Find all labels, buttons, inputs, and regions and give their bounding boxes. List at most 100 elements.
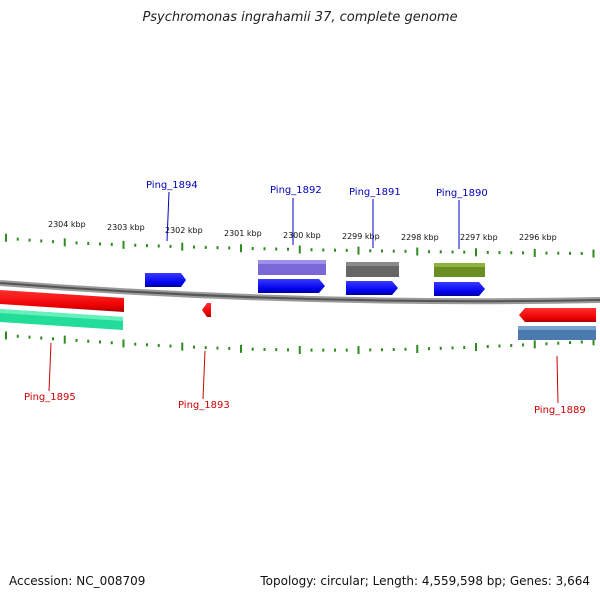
scale-tick-minor	[498, 344, 501, 348]
scale-tick-major	[357, 246, 360, 255]
scale-tick-minor	[228, 246, 231, 250]
scale-tick-major	[416, 344, 419, 353]
scale-tick-minor	[345, 348, 348, 352]
scale-tick-minor	[428, 347, 430, 351]
scale-tick-minor	[439, 346, 442, 350]
scale-tick-major	[592, 249, 595, 258]
scale-tick-minor	[40, 336, 43, 340]
accession-text: Accession: NC_008709	[9, 574, 146, 588]
scale-tick-minor	[310, 348, 313, 352]
callout-line	[556, 355, 559, 404]
gene-arrow-ping-1893[interactable]	[202, 303, 211, 317]
scale-tick-minor	[334, 248, 336, 252]
scale-tick-minor	[275, 348, 278, 352]
gene-arrow-ping-1890[interactable]	[434, 282, 485, 296]
scale-tick-major	[122, 240, 125, 249]
scale-tick-minor	[99, 340, 101, 344]
scale-tick-minor	[275, 247, 278, 251]
scale-tick-major	[592, 337, 595, 346]
scale-label: 2298 kbp	[401, 233, 439, 242]
scale-tick-minor	[134, 342, 137, 346]
feature-bar[interactable]	[258, 260, 326, 264]
scale-tick-minor	[345, 248, 348, 252]
scale-tick-minor	[204, 245, 207, 249]
scale-tick-minor	[169, 344, 172, 348]
scale-tick-major	[122, 339, 125, 348]
gene-label-ping-1889[interactable]: Ping_1889	[534, 405, 586, 416]
scale-tick-minor	[287, 247, 289, 251]
callout-line	[202, 350, 206, 400]
gene-arrow-ping-1892[interactable]	[258, 279, 325, 293]
scale-tick-minor	[40, 239, 43, 243]
scale-tick-minor	[28, 238, 31, 242]
scale-tick-minor	[99, 242, 101, 246]
scale-tick-minor	[369, 348, 372, 352]
scale-label: 2301 kbp	[224, 229, 262, 238]
scale-tick-minor	[216, 346, 219, 350]
gene-label-ping-1895[interactable]: Ping_1895	[24, 392, 76, 403]
feature-bar[interactable]	[434, 263, 485, 267]
scale-label: 2297 kbp	[460, 233, 498, 242]
gene-arrow-ping-1891[interactable]	[346, 281, 398, 295]
callout-line	[166, 191, 170, 242]
scale-label: 2300 kbp	[283, 231, 321, 240]
scale-tick-major	[416, 247, 419, 256]
gene-arrow-ping-1889[interactable]	[519, 308, 596, 322]
gene-label-ping-1891[interactable]: Ping_1891	[349, 187, 401, 198]
reverse-callouts: Ping_1895 Ping_1893 Ping_1889	[24, 342, 586, 416]
scale-tick-minor	[28, 335, 31, 339]
map-title: Psychromonas ingrahamii 37, complete gen…	[142, 10, 458, 25]
scale-tick-minor	[404, 347, 407, 351]
gene-arrow-ping-1895[interactable]	[0, 290, 124, 312]
feature-bar[interactable]	[346, 262, 399, 266]
scale-tick-minor	[157, 244, 160, 248]
scale-tick-major	[63, 238, 66, 247]
scale-tick-minor	[522, 251, 524, 255]
scale-ticks-bottom	[5, 331, 595, 355]
scale-tick-minor	[193, 345, 195, 349]
scale-tick-major	[357, 346, 360, 355]
gene-label-ping-1893[interactable]: Ping_1893	[178, 400, 230, 411]
scale-tick-minor	[263, 347, 266, 351]
scale-tick-major	[5, 233, 7, 242]
scale-tick-minor	[545, 342, 548, 346]
forward-callouts: Ping_1894 Ping_1892 Ping_1891 Ping_1890	[146, 180, 488, 249]
gene-label-ping-1892[interactable]: Ping_1892	[270, 185, 322, 196]
scale-tick-minor	[134, 243, 137, 247]
scale-tick-major	[240, 344, 242, 353]
scale-tick-major	[533, 248, 536, 257]
scale-tick-minor	[439, 250, 442, 254]
scale-tick-minor	[392, 348, 395, 352]
scale-tick-minor	[16, 237, 19, 241]
scale-tick-minor	[451, 250, 454, 254]
scale-tick-minor	[52, 337, 54, 341]
scale-tick-minor	[204, 346, 207, 350]
scale-tick-minor	[52, 240, 54, 244]
scale-tick-minor	[498, 251, 501, 255]
scale-tick-minor	[522, 343, 524, 347]
gene-label-ping-1894[interactable]: Ping_1894	[146, 180, 198, 191]
scale-label: 2303 kbp	[107, 223, 145, 232]
reverse-genes	[0, 290, 596, 340]
scale-tick-minor	[557, 341, 560, 345]
gene-arrow-ping-1894[interactable]	[145, 273, 186, 287]
scale-tick-major	[63, 335, 66, 344]
scale-tick-minor	[146, 343, 148, 347]
scale-tick-minor	[251, 247, 254, 251]
scale-tick-major	[5, 331, 7, 340]
scale-tick-minor	[110, 341, 113, 345]
scale-label: 2304 kbp	[48, 220, 86, 229]
feature-bar[interactable]	[518, 326, 596, 330]
scale-tick-minor	[251, 347, 254, 351]
feature-bar[interactable]	[0, 309, 123, 321]
scale-tick-minor	[75, 338, 78, 342]
scale-label: 2296 kbp	[519, 233, 557, 242]
scale-tick-minor	[580, 251, 583, 255]
scale-tick-major	[533, 340, 536, 349]
scale-tick-minor	[75, 241, 78, 245]
scale-tick-minor	[263, 247, 266, 251]
scale-label: 2299 kbp	[342, 232, 380, 241]
scale-tick-minor	[146, 244, 148, 248]
gene-label-ping-1890[interactable]: Ping_1890	[436, 188, 488, 199]
